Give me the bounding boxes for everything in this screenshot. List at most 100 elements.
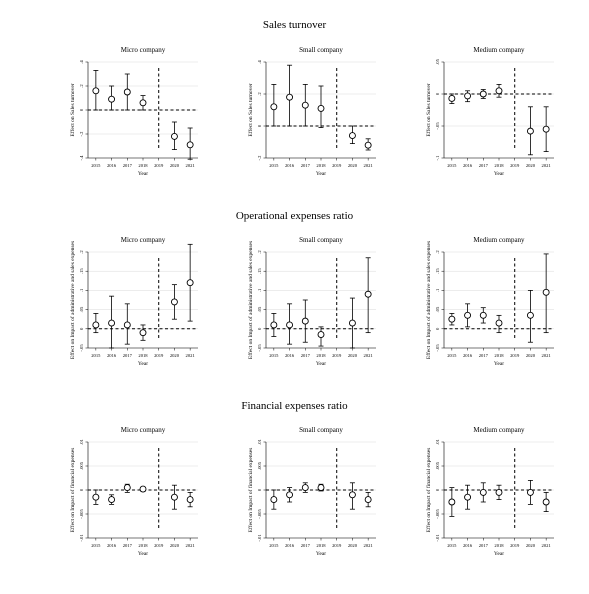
x-tick-label: 2020 bbox=[526, 163, 536, 168]
y-tick-label: -.01 bbox=[435, 534, 440, 542]
x-axis-label: Year bbox=[138, 171, 148, 177]
x-tick-label: 2016 bbox=[463, 163, 473, 168]
y-tick-label: -.2 bbox=[257, 155, 262, 161]
x-axis-label: Year bbox=[316, 171, 326, 177]
x-tick-label: 2017 bbox=[301, 353, 311, 358]
x-tick-label: 2020 bbox=[348, 543, 358, 548]
y-axis-label: Effect on Impact of financial expenses bbox=[247, 448, 254, 533]
y-axis-label: Effect on Sales turnover bbox=[247, 83, 254, 136]
y-tick-label: .1 bbox=[79, 288, 84, 292]
point-estimate bbox=[495, 87, 503, 95]
x-tick-label: 2015 bbox=[91, 353, 101, 358]
point-estimate bbox=[92, 493, 100, 501]
point-estimate bbox=[270, 496, 278, 504]
x-tick-label: 2021 bbox=[542, 353, 552, 358]
point-estimate bbox=[92, 87, 100, 95]
point-estimate bbox=[448, 315, 456, 323]
point-estimate bbox=[348, 491, 356, 499]
section-title: Sales turnover bbox=[263, 19, 327, 31]
y-tick-label: .01 bbox=[435, 438, 440, 444]
point-estimate bbox=[317, 484, 325, 492]
y-tick-label: .2 bbox=[435, 250, 440, 254]
point-estimate bbox=[364, 496, 372, 504]
point-estimate bbox=[317, 331, 325, 339]
y-tick-label: .005 bbox=[79, 461, 84, 470]
panel: Small company .01 .005 0 -.005 -.01 2015 2016 20… bbox=[247, 426, 376, 557]
x-tick-label: 2021 bbox=[542, 543, 552, 548]
point-estimate bbox=[542, 498, 550, 506]
panel-title: Medium company bbox=[473, 236, 525, 244]
point-estimate bbox=[301, 317, 309, 325]
point-estimate bbox=[464, 493, 472, 501]
y-tick-label: -.005 bbox=[435, 509, 440, 519]
point-estimate bbox=[495, 488, 503, 496]
y-tick-label: -.05 bbox=[79, 344, 84, 352]
x-tick-label: 2015 bbox=[91, 163, 101, 168]
x-tick-label: 2016 bbox=[107, 353, 117, 358]
y-axis-label: Effect on Sales turnover bbox=[69, 83, 76, 136]
point-estimate bbox=[526, 488, 534, 496]
x-tick-label: 2021 bbox=[364, 543, 374, 548]
x-tick-label: 2016 bbox=[463, 353, 473, 358]
x-axis-label: Year bbox=[138, 551, 148, 557]
y-tick-label: .05 bbox=[435, 58, 440, 64]
x-tick-label: 2020 bbox=[170, 163, 180, 168]
y-tick-label: .005 bbox=[257, 461, 262, 470]
x-tick-label: 2017 bbox=[479, 543, 489, 548]
x-tick-label: 2017 bbox=[123, 353, 133, 358]
x-axis-label: Year bbox=[494, 171, 504, 177]
y-axis-label: Effect on Impact of administrative and s… bbox=[69, 241, 76, 359]
point-estimate bbox=[170, 298, 178, 306]
panel-title: Micro company bbox=[121, 426, 166, 434]
x-tick-label: 2015 bbox=[447, 353, 457, 358]
y-tick-label: .005 bbox=[435, 461, 440, 470]
x-tick-label: 2019 bbox=[154, 543, 164, 548]
point-estimate bbox=[123, 321, 131, 329]
x-tick-label: 2019 bbox=[332, 353, 342, 358]
y-tick-label: .01 bbox=[257, 438, 262, 444]
section-3: Financial expenses ratio Micro company .01… bbox=[69, 400, 554, 557]
point-estimate bbox=[479, 488, 487, 496]
point-estimate bbox=[364, 290, 372, 298]
y-tick-label: -.005 bbox=[79, 509, 84, 519]
point-estimate bbox=[301, 101, 309, 109]
x-tick-label: 2019 bbox=[332, 543, 342, 548]
panel-title: Medium company bbox=[473, 46, 525, 54]
y-tick-label: -.05 bbox=[435, 122, 440, 130]
point-estimate bbox=[301, 484, 309, 492]
point-estimate bbox=[448, 95, 456, 102]
x-tick-label: 2021 bbox=[186, 353, 196, 358]
point-estimate bbox=[495, 319, 503, 327]
y-axis-label: Effect on Sales turnover bbox=[425, 83, 432, 136]
point-estimate bbox=[270, 321, 278, 329]
y-tick-label: .01 bbox=[79, 438, 84, 444]
y-axis-label: Effect on Impact of financial expenses bbox=[69, 448, 76, 533]
panel-title: Micro company bbox=[121, 236, 166, 244]
x-tick-label: 2015 bbox=[269, 163, 279, 168]
y-tick-label: -.005 bbox=[257, 509, 262, 519]
y-axis-label: Effect on Impact of administrative and s… bbox=[425, 241, 432, 359]
point-estimate bbox=[364, 141, 372, 149]
x-axis-label: Year bbox=[494, 551, 504, 557]
x-tick-label: 2020 bbox=[348, 353, 358, 358]
x-tick-label: 2021 bbox=[364, 353, 374, 358]
point-estimate bbox=[139, 99, 147, 107]
y-axis-label: Effect on Impact of financial expenses bbox=[425, 448, 432, 533]
section-title: Operational expenses ratio bbox=[236, 210, 354, 222]
x-tick-label: 2021 bbox=[186, 543, 196, 548]
x-tick-label: 2020 bbox=[526, 543, 536, 548]
x-tick-label: 2019 bbox=[154, 353, 164, 358]
y-tick-label: .2 bbox=[79, 84, 84, 88]
point-estimate bbox=[139, 485, 147, 493]
y-tick-label: -.05 bbox=[435, 344, 440, 352]
x-tick-label: 2016 bbox=[285, 163, 295, 168]
y-tick-label: -.05 bbox=[257, 344, 262, 352]
panel: Micro company .01 .005 0 -.005 -.01 2015 2016 20… bbox=[69, 426, 198, 557]
x-tick-label: 2017 bbox=[123, 163, 133, 168]
x-tick-label: 2017 bbox=[123, 543, 133, 548]
x-tick-label: 2020 bbox=[348, 163, 358, 168]
y-tick-label: .2 bbox=[257, 250, 262, 254]
x-tick-label: 2015 bbox=[447, 163, 457, 168]
point-estimate bbox=[108, 319, 116, 327]
point-estimate bbox=[317, 104, 325, 112]
